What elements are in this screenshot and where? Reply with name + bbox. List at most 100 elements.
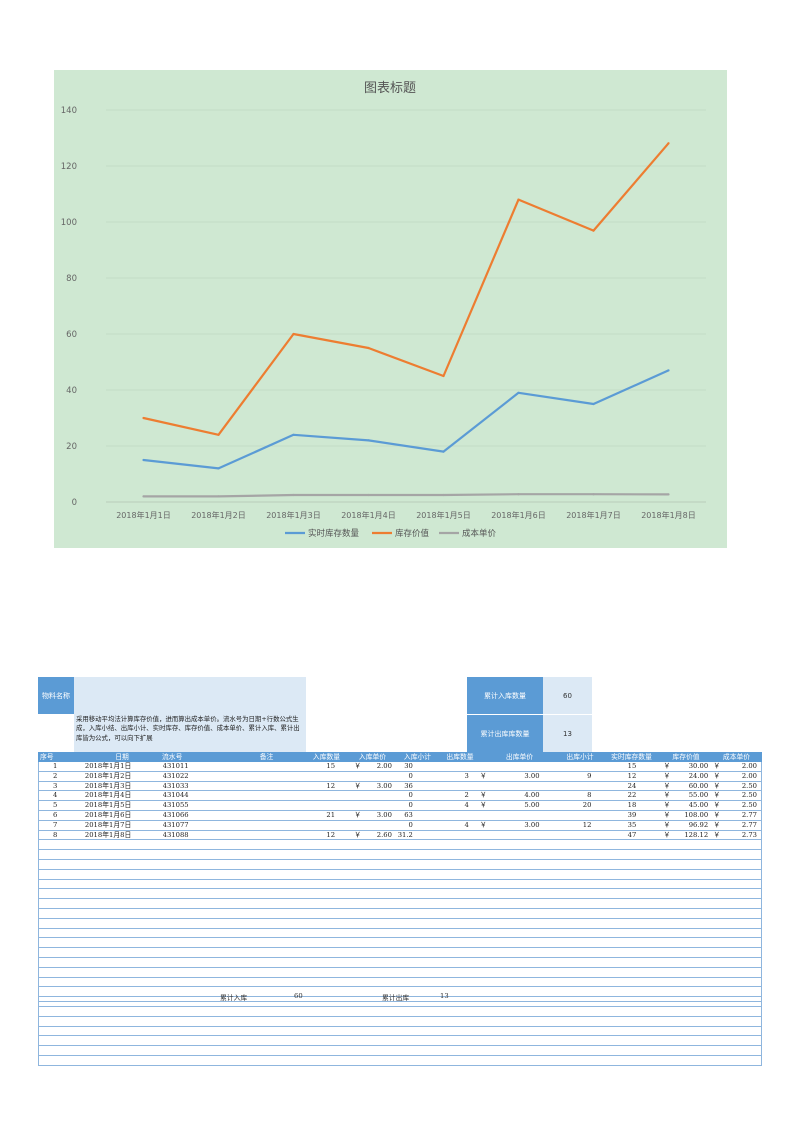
cell-in-price[interactable]: 3.00 <box>376 810 392 819</box>
cell-in-price[interactable] <box>361 821 396 830</box>
cell-in-cur[interactable]: ￥ <box>354 830 362 839</box>
table-row[interactable] <box>39 1056 761 1066</box>
table-row[interactable] <box>39 1027 761 1037</box>
cell-out-sub[interactable]: 20 <box>582 801 592 810</box>
cell-value[interactable]: 45.00 <box>688 801 709 810</box>
cell-cost[interactable]: 2.50 <box>741 791 757 800</box>
cell-val-cur[interactable]: ￥ <box>663 820 671 829</box>
cell-stock[interactable]: 15 <box>627 762 637 770</box>
cell-in-sub[interactable]: 31.2 <box>397 830 413 839</box>
cell-serial[interactable]: 431088 <box>162 830 189 839</box>
cell-in-sub[interactable]: 36 <box>404 781 413 790</box>
cell-in-sub[interactable]: 63 <box>404 810 413 819</box>
cell-stock[interactable]: 39 <box>627 810 637 819</box>
table-row[interactable]: 8 2018年1月8日 431088 12 ￥ 2.60 31.2 47 ￥ 128.12 ￥ 2.7… <box>39 831 761 841</box>
cell-value[interactable]: 108.00 <box>684 810 709 819</box>
cell-in-price[interactable]: 2.60 <box>376 830 392 839</box>
cell-in-cur[interactable]: ￥ <box>354 781 362 790</box>
cell-in-qty[interactable]: 15 <box>326 762 336 770</box>
table-row[interactable]: 2 2018年1月2日 431022 0 3 ￥ 3.00 9 12 ￥ 24.00 ￥ 2.00 <box>39 772 761 782</box>
cell-in-cur[interactable]: ￥ <box>354 810 362 819</box>
cell-out-price[interactable] <box>487 762 558 771</box>
cell-note[interactable] <box>229 831 304 840</box>
cell-out-sub[interactable]: 9 <box>587 771 592 780</box>
cell-out-qty[interactable] <box>439 762 469 771</box>
table-row[interactable] <box>39 938 761 949</box>
cell-date[interactable]: 2018年1月2日 <box>84 771 132 780</box>
cell-note[interactable] <box>229 762 304 771</box>
cell-out-cur[interactable] <box>469 831 487 840</box>
cell-in-cur[interactable] <box>349 791 361 800</box>
cell-cost-cur[interactable]: ￥ <box>713 801 721 810</box>
table-row[interactable] <box>39 909 761 919</box>
cell-out-cur[interactable] <box>469 782 487 791</box>
cell-in-price[interactable] <box>361 801 396 810</box>
table-row[interactable] <box>39 948 761 958</box>
table-row[interactable]: 4 2018年1月4日 431044 0 2 ￥ 4.00 8 22 ￥ 55.00 ￥ 2.50 <box>39 791 761 802</box>
cell-cost-cur[interactable]: ￥ <box>713 781 721 790</box>
cell-in-cur[interactable] <box>349 772 361 781</box>
cell-no[interactable]: 3 <box>53 781 58 790</box>
cell-value[interactable]: 60.00 <box>688 781 709 790</box>
cell-stock[interactable]: 18 <box>627 801 637 810</box>
cell-serial[interactable]: 431055 <box>162 801 189 810</box>
cell-cost[interactable]: 2.50 <box>741 801 757 810</box>
cell-in-qty[interactable] <box>304 801 349 810</box>
cell-cost[interactable]: 2.77 <box>741 810 757 819</box>
cell-no[interactable]: 4 <box>53 791 58 800</box>
cell-out-qty[interactable] <box>439 782 469 791</box>
cell-in-price[interactable] <box>361 772 396 781</box>
cell-date[interactable]: 2018年1月6日 <box>84 810 132 819</box>
cell-no[interactable]: 2 <box>53 771 58 780</box>
table-row[interactable] <box>39 987 761 998</box>
cell-note[interactable] <box>229 772 304 781</box>
cell-out-qty[interactable]: 4 <box>464 820 469 829</box>
cell-in-price[interactable]: 2.00 <box>376 762 392 770</box>
cell-date[interactable]: 2018年1月3日 <box>84 781 132 790</box>
cell-date[interactable]: 2018年1月1日 <box>84 762 132 770</box>
cell-in-cur[interactable] <box>349 821 361 830</box>
table-row[interactable] <box>39 1036 761 1047</box>
cell-cost[interactable]: 2.77 <box>741 820 757 829</box>
cell-out-qty[interactable] <box>439 811 469 820</box>
cell-out-sub[interactable] <box>558 782 602 791</box>
cell-out-sub[interactable] <box>558 831 602 840</box>
cell-cost[interactable]: 2.00 <box>741 762 757 770</box>
cell-out-price[interactable] <box>487 782 558 791</box>
cell-date[interactable]: 2018年1月8日 <box>84 830 132 839</box>
cell-in-sub[interactable]: 0 <box>408 771 413 780</box>
cell-in-cur[interactable]: ￥ <box>354 762 362 770</box>
cell-in-qty[interactable] <box>304 791 349 800</box>
cell-stock[interactable]: 35 <box>627 820 637 829</box>
cell-in-qty[interactable] <box>304 821 349 830</box>
cell-stock[interactable]: 12 <box>627 771 637 780</box>
cell-stock[interactable]: 47 <box>627 830 637 839</box>
cell-out-price[interactable]: 3.00 <box>524 820 540 829</box>
cell-in-price[interactable]: 3.00 <box>376 781 392 790</box>
cell-out-price[interactable]: 3.00 <box>524 771 540 780</box>
cell-out-cur[interactable]: ￥ <box>479 791 487 800</box>
cell-stock[interactable]: 24 <box>627 781 637 790</box>
cell-val-cur[interactable]: ￥ <box>663 791 671 800</box>
cell-in-price[interactable] <box>361 791 396 800</box>
cell-val-cur[interactable]: ￥ <box>663 810 671 819</box>
cell-cost[interactable]: 2.00 <box>741 771 757 780</box>
cell-in-sub[interactable]: 30 <box>404 762 413 770</box>
table-row[interactable] <box>39 997 761 1007</box>
cell-note[interactable] <box>229 791 304 800</box>
cell-in-qty[interactable]: 21 <box>326 810 336 819</box>
table-row[interactable] <box>39 840 761 851</box>
cell-out-qty[interactable]: 3 <box>464 771 469 780</box>
table-row[interactable] <box>39 1007 761 1017</box>
cell-no[interactable]: 1 <box>53 762 58 770</box>
cell-out-cur[interactable]: ￥ <box>479 771 487 780</box>
cell-note[interactable] <box>229 811 304 820</box>
table-row[interactable] <box>39 968 761 978</box>
cell-cost[interactable]: 2.50 <box>741 781 757 790</box>
cell-val-cur[interactable]: ￥ <box>663 781 671 790</box>
cell-out-price[interactable] <box>487 831 558 840</box>
table-row[interactable] <box>39 850 761 860</box>
cell-in-qty[interactable]: 12 <box>326 830 336 839</box>
cell-out-qty[interactable]: 4 <box>464 801 469 810</box>
cell-cost-cur[interactable]: ￥ <box>713 762 721 770</box>
